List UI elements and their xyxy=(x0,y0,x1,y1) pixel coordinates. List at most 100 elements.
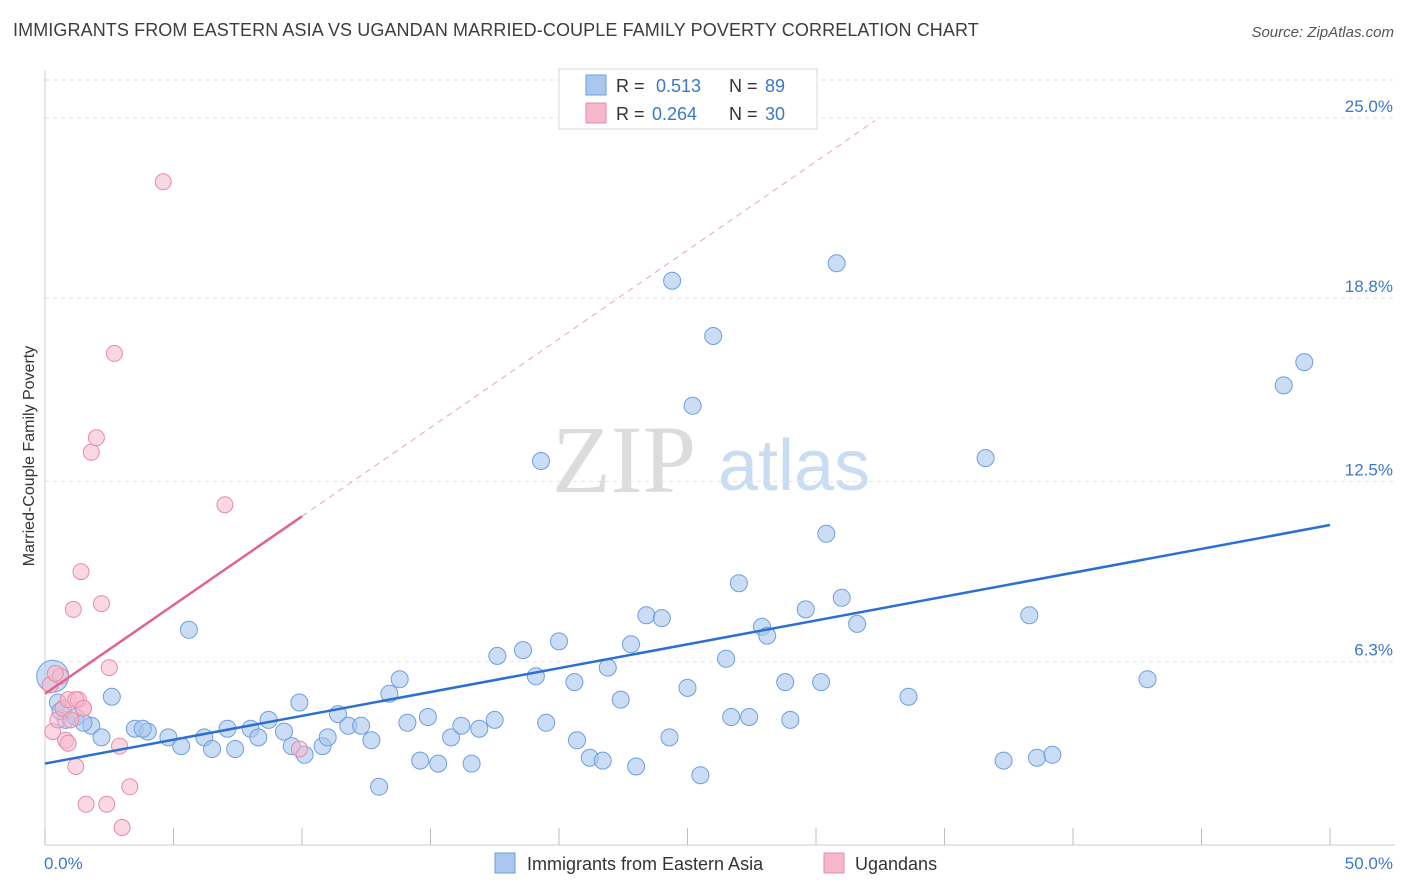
y-tick-label: 6.3% xyxy=(1354,641,1393,660)
point-eastern-asia xyxy=(488,646,507,665)
point-ugandans xyxy=(113,819,131,836)
point-ugandans xyxy=(72,563,90,581)
point-eastern-asia xyxy=(817,524,836,543)
point-ugandans xyxy=(154,173,172,191)
point-eastern-asia xyxy=(390,670,409,689)
point-eastern-asia xyxy=(717,649,736,668)
point-ugandans xyxy=(216,496,234,514)
point-eastern-asia xyxy=(133,719,152,738)
bottom-legend-swatch-pink xyxy=(823,852,845,874)
point-eastern-asia xyxy=(1274,376,1293,395)
point-ugandans xyxy=(77,795,95,813)
point-eastern-asia xyxy=(179,620,198,639)
point-eastern-asia xyxy=(593,751,612,770)
point-eastern-asia xyxy=(796,600,815,619)
point-eastern-asia xyxy=(398,713,417,732)
point-eastern-asia xyxy=(203,740,222,758)
grid-lines xyxy=(45,79,1395,663)
bottom-legend-label-blue: Immigrants from Eastern Asia xyxy=(527,854,764,874)
point-eastern-asia xyxy=(102,687,121,706)
trend-lines xyxy=(44,515,1331,765)
point-eastern-asia xyxy=(622,635,640,654)
point-eastern-asia xyxy=(660,728,679,747)
point-eastern-asia xyxy=(532,452,550,470)
point-eastern-asia xyxy=(514,641,532,660)
stats-legend: R = 0.513 N = 89 R = 0.264 N = 30 xyxy=(558,68,818,130)
point-eastern-asia xyxy=(678,678,697,697)
point-ugandans xyxy=(121,778,139,796)
legend-swatch-pink xyxy=(585,102,607,124)
legend-r-label-2: R = xyxy=(616,104,645,124)
series-legend: Immigrants from Eastern Asia Ugandans xyxy=(494,852,937,874)
point-eastern-asia xyxy=(848,614,867,633)
point-ugandans xyxy=(59,734,77,752)
point-eastern-asia xyxy=(740,708,759,726)
point-eastern-asia xyxy=(729,574,748,593)
point-eastern-asia xyxy=(565,673,584,692)
point-ugandans xyxy=(98,795,116,813)
point-eastern-asia xyxy=(537,713,556,732)
point-eastern-asia xyxy=(976,449,995,468)
point-eastern-asia xyxy=(442,728,461,747)
point-eastern-asia xyxy=(462,754,481,773)
point-eastern-asia xyxy=(550,632,568,651)
point-eastern-asia xyxy=(1295,353,1314,372)
y-axis-label: Married-Couple Family Poverty xyxy=(21,346,38,567)
point-ugandans xyxy=(64,600,82,618)
point-ugandans xyxy=(93,595,110,613)
point-ugandans xyxy=(46,664,64,682)
point-ugandans xyxy=(87,429,105,447)
points-layer xyxy=(36,173,1314,836)
point-eastern-asia xyxy=(776,673,795,692)
point-eastern-asia xyxy=(275,722,293,741)
point-eastern-asia xyxy=(485,710,504,729)
point-eastern-asia xyxy=(781,710,800,729)
legend-n-value-1: 89 xyxy=(765,76,785,96)
point-eastern-asia xyxy=(1043,745,1062,764)
point-eastern-asia xyxy=(418,708,437,726)
point-ugandans xyxy=(290,740,308,758)
y-tick-label: 12.5% xyxy=(1345,460,1393,479)
point-eastern-asia xyxy=(899,687,918,706)
source-label: Source: ZipAtlas.com xyxy=(1251,24,1394,41)
watermark-zip: ZIP xyxy=(552,406,696,513)
axes xyxy=(44,70,1395,846)
watermark-atlas: atlas xyxy=(718,426,870,506)
legend-swatch-blue xyxy=(585,74,607,96)
point-eastern-asia xyxy=(470,719,489,738)
point-eastern-asia xyxy=(827,254,846,273)
point-eastern-asia xyxy=(627,757,646,776)
point-ugandans xyxy=(82,443,100,461)
point-eastern-asia xyxy=(1028,748,1046,767)
point-eastern-asia xyxy=(663,271,682,290)
point-ugandans xyxy=(62,711,80,729)
chart-title: IMMIGRANTS FROM EASTERN ASIA VS UGANDAN … xyxy=(13,20,979,40)
point-ugandans xyxy=(67,758,85,775)
bottom-legend-swatch-blue xyxy=(494,852,516,874)
point-eastern-asia xyxy=(1020,606,1039,625)
tick-labels: 6.3% 12.5% 18.8% 25.0% 0.0% 50.0% xyxy=(44,97,1393,873)
bottom-legend-label-pink: Ugandans xyxy=(855,854,937,874)
point-eastern-asia xyxy=(318,728,337,747)
point-ugandans xyxy=(100,659,118,677)
point-eastern-asia xyxy=(598,658,617,677)
legend-n-label-1: N = xyxy=(729,76,758,96)
point-eastern-asia xyxy=(994,751,1013,770)
point-eastern-asia xyxy=(1138,670,1157,689)
point-eastern-asia xyxy=(652,609,671,628)
y-tick-label: 18.8% xyxy=(1345,277,1393,296)
point-eastern-asia xyxy=(691,766,710,785)
point-eastern-asia xyxy=(568,731,586,750)
y-tick-label: 25.0% xyxy=(1345,97,1393,116)
point-eastern-asia xyxy=(611,690,630,709)
point-eastern-asia xyxy=(832,588,851,607)
point-eastern-asia xyxy=(362,731,381,750)
point-eastern-asia xyxy=(290,693,309,712)
point-eastern-asia xyxy=(411,751,430,770)
legend-r-value-1: 0.513 xyxy=(656,76,701,96)
point-eastern-asia xyxy=(452,716,471,735)
point-eastern-asia xyxy=(352,716,371,735)
trend-line-eastern-asia xyxy=(44,523,1331,765)
x-tick-label: 0.0% xyxy=(44,854,83,873)
